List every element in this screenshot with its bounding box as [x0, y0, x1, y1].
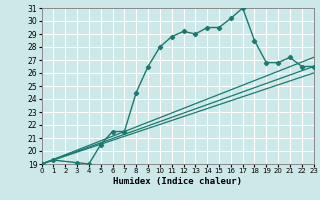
X-axis label: Humidex (Indice chaleur): Humidex (Indice chaleur): [113, 177, 242, 186]
